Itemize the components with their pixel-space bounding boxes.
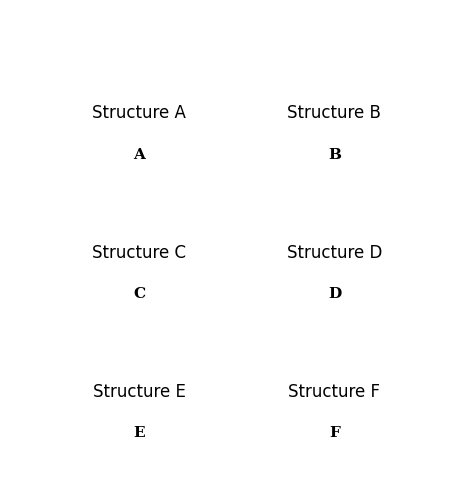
Text: A: A (133, 148, 145, 162)
Text: Structure F: Structure F (288, 382, 380, 400)
Text: F: F (329, 426, 340, 440)
Text: Structure D: Structure D (287, 244, 382, 262)
Text: C: C (133, 286, 145, 300)
Text: D: D (328, 286, 341, 300)
Text: Structure C: Structure C (92, 244, 186, 262)
Text: B: B (328, 148, 341, 162)
Text: Structure E: Structure E (93, 382, 186, 400)
Text: Structure A: Structure A (92, 104, 186, 122)
Text: Structure B: Structure B (287, 104, 381, 122)
Text: E: E (134, 426, 145, 440)
